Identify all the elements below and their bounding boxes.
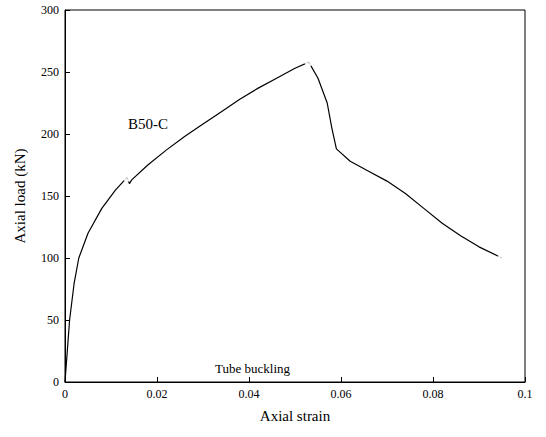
svg-text:300: 300: [41, 3, 59, 17]
svg-text:150: 150: [41, 189, 59, 203]
svg-text:0.02: 0.02: [147, 387, 168, 401]
svg-text:50: 50: [47, 313, 59, 327]
svg-text:0: 0: [62, 387, 68, 401]
svg-text:Axial strain: Axial strain: [260, 408, 331, 424]
svg-text:0.04: 0.04: [239, 387, 260, 401]
svg-text:0.1: 0.1: [518, 387, 533, 401]
svg-text:200: 200: [41, 127, 59, 141]
svg-text:100: 100: [41, 251, 59, 265]
svg-text:Tube buckling: Tube buckling: [215, 361, 290, 376]
svg-text:250: 250: [41, 65, 59, 79]
svg-text:0: 0: [53, 375, 59, 389]
svg-text:Axial load (kN): Axial load (kN): [12, 149, 29, 244]
svg-text:0.06: 0.06: [331, 387, 352, 401]
svg-text:0.08: 0.08: [423, 387, 444, 401]
svg-text:B50-C: B50-C: [128, 116, 168, 132]
